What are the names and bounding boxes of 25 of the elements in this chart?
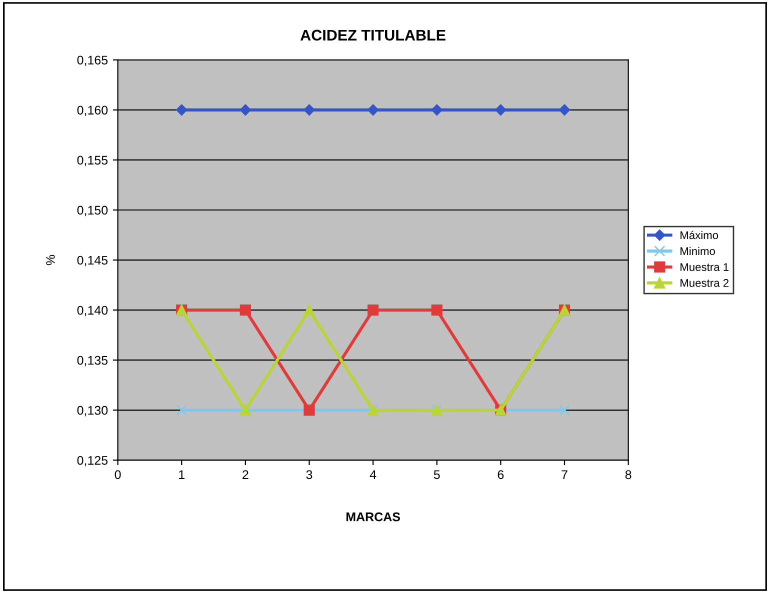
y-tick-label: 0,165 bbox=[77, 56, 108, 66]
y-tick-label: 0,140 bbox=[77, 306, 108, 316]
y-tick-label: 0,130 bbox=[77, 406, 108, 416]
y-axis-title: % bbox=[46, 254, 55, 266]
legend-label: Muestra 1 bbox=[680, 263, 728, 271]
x-tick-label: 1 bbox=[179, 470, 184, 479]
x-tick-label: 4 bbox=[370, 470, 376, 479]
x-axis-title: MARCAS bbox=[346, 512, 400, 522]
x-tick-label: 7 bbox=[562, 470, 568, 479]
x-tick-label: 0 bbox=[114, 470, 121, 480]
y-tick-label: 0,160 bbox=[77, 106, 108, 116]
legend-label: Máximo bbox=[680, 230, 718, 240]
chart-title: ACIDEZ TITULABLE bbox=[300, 30, 446, 41]
x-tick-label: 3 bbox=[306, 470, 312, 480]
legend-label: Minimo bbox=[680, 246, 715, 256]
y-tick-label: 0,145 bbox=[77, 256, 108, 266]
x-tick-label: 2 bbox=[242, 470, 248, 479]
y-tick-label: 0,155 bbox=[77, 156, 108, 166]
y-tick-label: 0,125 bbox=[77, 456, 108, 466]
legend-label: Muestra 2 bbox=[680, 279, 728, 287]
y-tick-label: 0,150 bbox=[77, 206, 108, 216]
y-tick-label: 0,135 bbox=[77, 356, 108, 366]
x-tick-label: 5 bbox=[434, 470, 440, 480]
x-tick-label: 6 bbox=[498, 470, 504, 480]
x-tick-label: 8 bbox=[625, 470, 632, 480]
